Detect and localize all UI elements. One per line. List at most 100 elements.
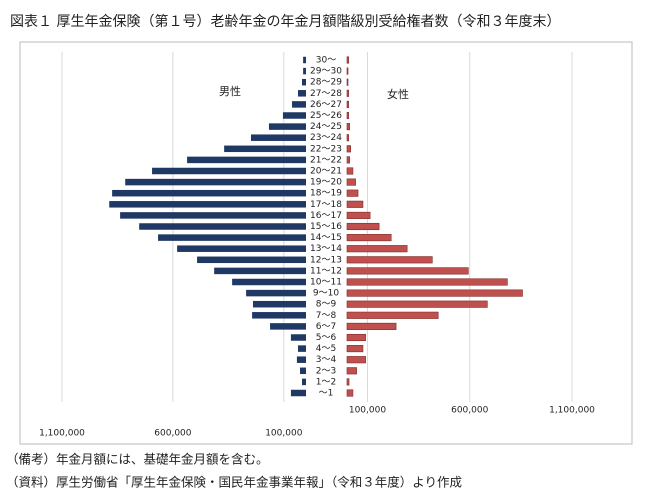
- bar: [250, 134, 306, 141]
- category-label: 4～5: [316, 344, 336, 354]
- bar: [346, 67, 349, 75]
- chart-title: 図表１ 厚生年金保険（第１号）老齢年金の年金月額階級別受給権者数（令和３年度末）: [10, 13, 560, 30]
- category-label: 15～16: [310, 222, 342, 232]
- bar: [346, 333, 366, 342]
- category-label: 23～24: [310, 133, 342, 143]
- bar: [296, 356, 306, 363]
- bar: [346, 267, 469, 275]
- bar: [346, 367, 357, 375]
- category-label: 27～28: [310, 89, 342, 99]
- bar: [303, 67, 306, 75]
- bar: [292, 101, 306, 108]
- bar: [197, 256, 306, 264]
- bar: [125, 178, 306, 186]
- category-label: 25～26: [310, 111, 342, 121]
- bar: [346, 222, 380, 231]
- bar: [224, 145, 306, 153]
- category-label: 12～13: [310, 255, 342, 265]
- bar: [246, 289, 306, 297]
- category-label: 16～17: [310, 211, 342, 221]
- bar: [298, 345, 306, 352]
- x-tick-label: 600,000: [451, 406, 488, 416]
- bar: [346, 178, 356, 186]
- bar: [120, 212, 306, 219]
- bar: [346, 289, 523, 297]
- category-label: 7～8: [316, 311, 337, 321]
- category-label: 9～10: [313, 289, 339, 299]
- category-label: 6～7: [316, 322, 336, 332]
- bar: [346, 322, 397, 330]
- bar: [346, 111, 349, 120]
- legend-label: 男性: [219, 84, 241, 98]
- category-label: 30～: [316, 56, 336, 66]
- note: （備考）年金月額には、基礎年金月額を含む。: [6, 452, 269, 467]
- bar: [346, 100, 349, 108]
- bar: [346, 189, 359, 197]
- category-label: 2～3: [316, 366, 336, 376]
- bar: [302, 378, 306, 386]
- legend-label: 女性: [387, 87, 409, 101]
- bar: [346, 356, 366, 364]
- x-tick-label: 100,000: [349, 406, 386, 416]
- bar: [346, 123, 350, 131]
- bar: [290, 334, 306, 341]
- bar: [346, 56, 349, 64]
- category-label: 22～23: [310, 144, 342, 154]
- bar: [346, 234, 392, 242]
- category-label: ～1: [319, 389, 334, 399]
- bar: [177, 245, 306, 252]
- bar: [268, 123, 306, 130]
- bar: [346, 200, 364, 208]
- bar: [346, 300, 488, 308]
- category-label: 29～30: [310, 67, 342, 77]
- bar: [346, 378, 350, 386]
- bar: [152, 167, 306, 175]
- bar: [346, 345, 364, 353]
- bar: [346, 311, 439, 319]
- category-label: 19～20: [310, 178, 342, 188]
- category-label: 13～14: [310, 244, 342, 254]
- bar: [303, 56, 306, 64]
- category-label: 17～18: [310, 200, 342, 210]
- bar: [252, 300, 306, 308]
- bar: [346, 145, 351, 153]
- category-label: 10～11: [310, 278, 342, 288]
- bar: [158, 234, 306, 241]
- bar: [252, 312, 306, 319]
- category-label: 26～27: [310, 100, 342, 110]
- bar: [187, 156, 306, 164]
- category-label: 24～25: [310, 122, 342, 132]
- bar: [346, 389, 354, 397]
- bar: [346, 156, 350, 164]
- bar: [298, 90, 306, 97]
- category-label: 8～9: [316, 300, 337, 310]
- category-label: 11～12: [310, 266, 342, 276]
- bar: [290, 389, 306, 397]
- bar: [346, 167, 354, 175]
- category-label: 14～15: [310, 233, 342, 243]
- bar: [139, 223, 306, 230]
- bar: [346, 278, 508, 286]
- x-tick-label: 600,000: [154, 429, 191, 439]
- bar: [109, 201, 306, 208]
- x-tick-label: 100,000: [265, 429, 302, 439]
- bar: [282, 112, 306, 119]
- category-label: 1～2: [316, 377, 336, 387]
- category-label: 21～22: [310, 155, 342, 165]
- bar: [302, 78, 306, 86]
- bar: [214, 267, 306, 275]
- bar: [270, 323, 306, 330]
- category-label: 20～21: [310, 167, 342, 177]
- chart-frame: [19, 41, 633, 445]
- bar: [300, 367, 306, 375]
- category-label: 5～6: [316, 333, 337, 343]
- bar: [232, 278, 306, 286]
- category-label: 28～29: [310, 78, 342, 88]
- bar: [346, 245, 408, 253]
- bar: [346, 211, 371, 219]
- bar: [346, 134, 349, 142]
- note: （資料）厚生労働省「厚生年金保険・国民年金事業年報」（令和３年度）より作成: [6, 475, 462, 490]
- category-label: 18～19: [310, 189, 342, 199]
